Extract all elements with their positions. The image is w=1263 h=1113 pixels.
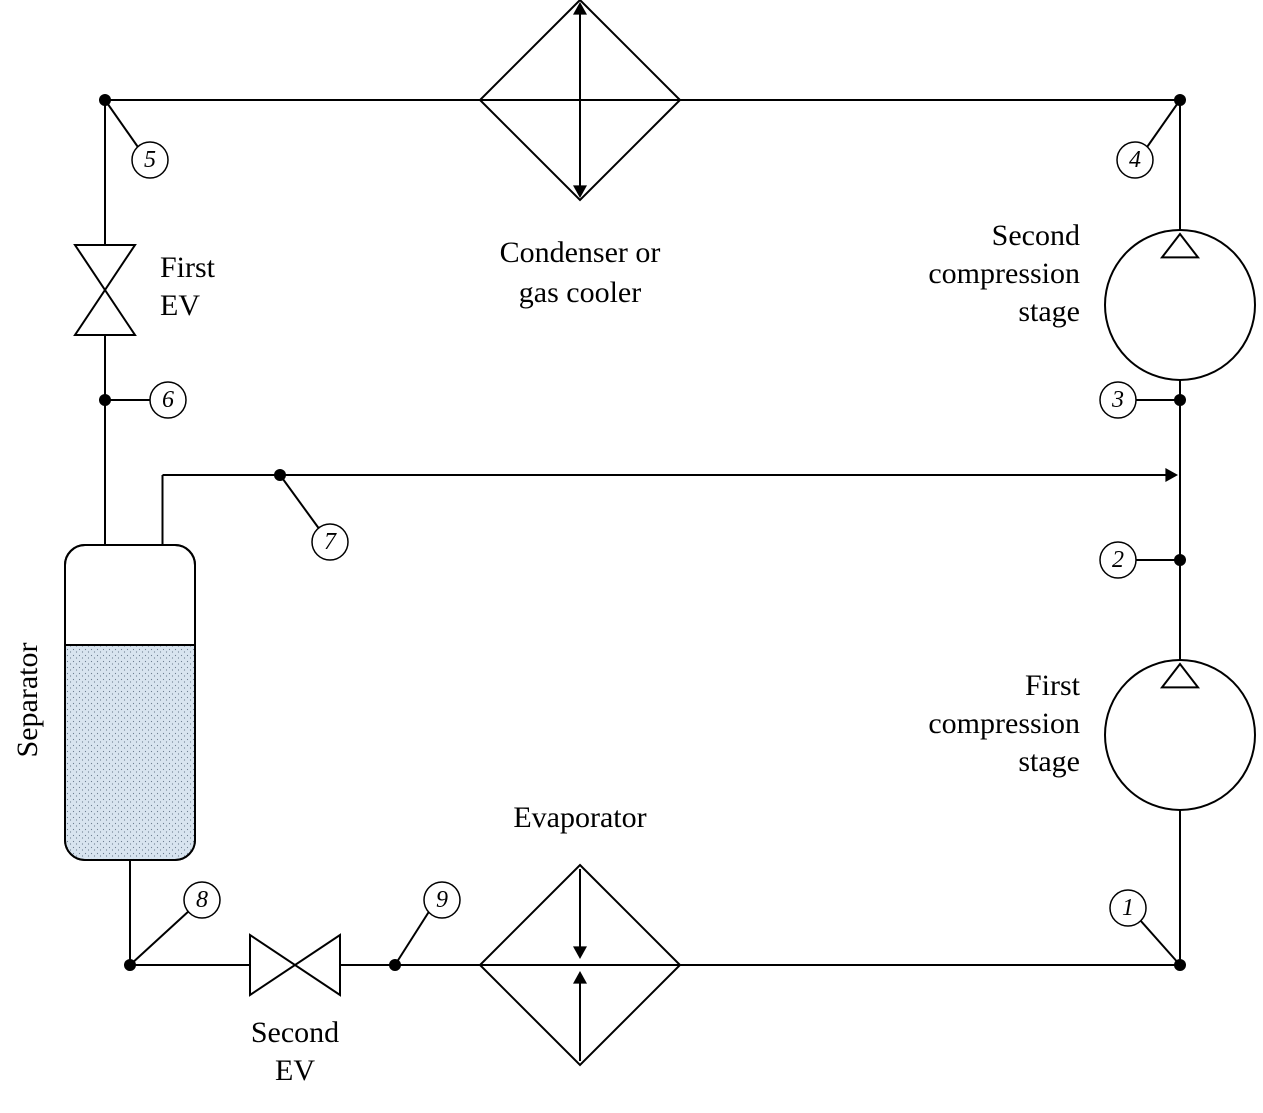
second-ev: [250, 935, 340, 995]
second-comp-label-2: compression: [928, 257, 1080, 290]
second-ev-label-2: EV: [275, 1054, 315, 1087]
condenser-label-1: Condenser or: [500, 236, 661, 269]
state-1-label: 1: [1122, 895, 1134, 921]
state-2-label: 2: [1112, 547, 1124, 573]
separator-liquid: [66, 645, 194, 859]
state-8-label: 8: [196, 887, 208, 913]
second-ev-label-1: Second: [251, 1016, 339, 1049]
second-comp-label-3: stage: [1018, 295, 1080, 328]
first-comp-label-3: stage: [1018, 745, 1080, 778]
first-comp-label-2: compression: [928, 707, 1080, 740]
arrowhead: [1165, 468, 1178, 482]
state-7-label: 7: [324, 529, 337, 555]
first-ev: [75, 245, 135, 335]
condenser-label-2: gas cooler: [519, 276, 641, 309]
state-6-label: 6: [162, 387, 174, 413]
first-ev-label-2: EV: [160, 289, 200, 322]
first-ev-label-1: First: [160, 251, 216, 284]
state-5-label: 5: [144, 147, 156, 173]
second-comp-label-1: Second: [992, 219, 1080, 252]
evaporator-label: Evaporator: [513, 801, 646, 834]
state-3-label: 3: [1111, 387, 1124, 413]
state-4-label: 4: [1129, 147, 1141, 173]
separator-label: Separator: [11, 643, 44, 758]
first-comp-label-1: First: [1025, 669, 1081, 702]
state-9-label: 9: [436, 887, 448, 913]
